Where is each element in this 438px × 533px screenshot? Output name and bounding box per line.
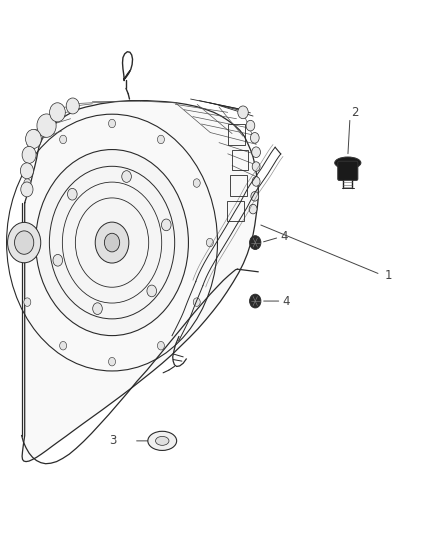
Circle shape bbox=[21, 182, 33, 197]
Circle shape bbox=[249, 204, 257, 214]
Circle shape bbox=[24, 179, 31, 187]
Ellipse shape bbox=[155, 437, 169, 446]
Text: 3: 3 bbox=[109, 434, 117, 447]
Bar bbox=[230, 175, 247, 196]
Circle shape bbox=[11, 238, 18, 247]
Circle shape bbox=[109, 119, 116, 128]
Circle shape bbox=[251, 191, 259, 201]
Circle shape bbox=[157, 135, 164, 144]
Circle shape bbox=[162, 219, 171, 231]
Circle shape bbox=[24, 298, 31, 306]
Circle shape bbox=[67, 188, 77, 200]
Circle shape bbox=[193, 179, 200, 187]
Circle shape bbox=[37, 114, 56, 138]
Circle shape bbox=[53, 254, 63, 266]
Circle shape bbox=[246, 120, 255, 131]
Bar bbox=[232, 150, 248, 170]
Circle shape bbox=[206, 238, 213, 247]
Circle shape bbox=[93, 303, 102, 314]
Circle shape bbox=[252, 176, 260, 186]
Circle shape bbox=[147, 285, 156, 297]
Circle shape bbox=[122, 171, 131, 182]
Circle shape bbox=[66, 98, 79, 114]
Circle shape bbox=[14, 231, 34, 254]
Circle shape bbox=[20, 163, 33, 179]
Text: 1: 1 bbox=[385, 269, 392, 282]
Text: 4: 4 bbox=[281, 230, 288, 243]
Circle shape bbox=[95, 222, 129, 263]
Circle shape bbox=[22, 147, 36, 164]
Circle shape bbox=[25, 130, 41, 149]
Circle shape bbox=[251, 133, 259, 143]
Circle shape bbox=[238, 106, 248, 119]
Ellipse shape bbox=[335, 157, 361, 168]
Circle shape bbox=[35, 150, 188, 336]
Circle shape bbox=[7, 222, 41, 263]
Circle shape bbox=[157, 342, 164, 350]
Bar bbox=[228, 124, 245, 146]
Circle shape bbox=[252, 162, 260, 171]
Circle shape bbox=[250, 294, 261, 308]
Circle shape bbox=[250, 236, 261, 249]
Circle shape bbox=[193, 298, 200, 306]
Text: 4: 4 bbox=[283, 295, 290, 308]
FancyBboxPatch shape bbox=[338, 161, 358, 180]
Polygon shape bbox=[22, 101, 258, 462]
Circle shape bbox=[252, 147, 261, 158]
Circle shape bbox=[104, 233, 120, 252]
Circle shape bbox=[109, 358, 116, 366]
Text: 2: 2 bbox=[351, 106, 359, 119]
Bar bbox=[227, 200, 244, 221]
Circle shape bbox=[60, 342, 67, 350]
Circle shape bbox=[60, 135, 67, 144]
Ellipse shape bbox=[148, 431, 177, 450]
Circle shape bbox=[49, 103, 65, 122]
